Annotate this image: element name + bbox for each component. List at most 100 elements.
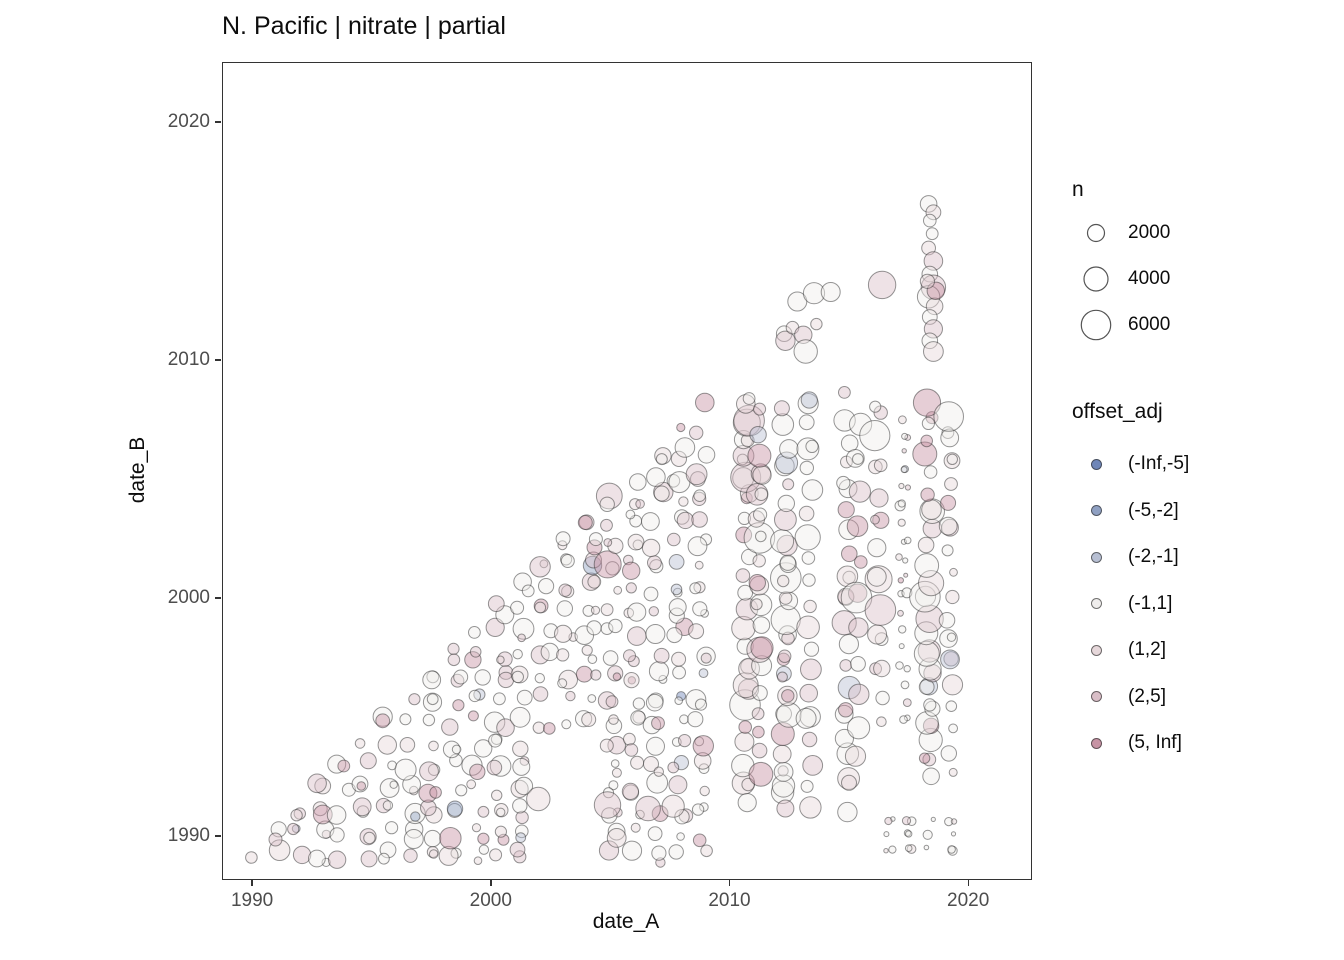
data-bubble xyxy=(678,734,692,748)
data-bubble xyxy=(635,499,645,509)
data-bubble xyxy=(922,829,933,840)
data-bubble xyxy=(730,461,762,493)
legend: n 2000 4000 6000 offset_adj (-Inf,-5] (-5,-… xyxy=(1072,178,1322,767)
x-tick-label: 2000 xyxy=(469,890,512,911)
data-bubble xyxy=(529,556,551,578)
data-bubble xyxy=(497,651,513,667)
data-bubble xyxy=(655,453,668,466)
data-bubble xyxy=(554,624,573,643)
data-bubble xyxy=(608,618,623,634)
data-bubble xyxy=(557,678,568,689)
data-bubble xyxy=(419,761,439,782)
color-legend-item: (5, Inf] xyxy=(1072,720,1322,767)
data-bubble xyxy=(516,689,533,706)
data-bubble xyxy=(848,617,869,638)
data-bubble xyxy=(426,693,439,706)
data-bubble xyxy=(943,651,959,667)
data-bubble xyxy=(496,718,515,738)
data-bubble xyxy=(743,522,776,554)
data-bubble xyxy=(693,581,706,594)
data-bubble xyxy=(897,609,904,617)
data-bubble xyxy=(697,446,716,464)
data-bubble xyxy=(776,671,788,683)
data-bubble xyxy=(752,725,765,739)
data-bubble xyxy=(420,799,437,817)
data-bubble xyxy=(848,480,872,503)
data-bubble xyxy=(473,688,486,701)
x-tick-label: 2010 xyxy=(708,890,751,911)
data-bubble xyxy=(899,715,908,724)
category-color-dot xyxy=(1090,551,1102,563)
data-bubble xyxy=(749,593,773,617)
data-bubble xyxy=(912,441,938,467)
data-bubble xyxy=(359,752,377,770)
data-bubble xyxy=(581,644,593,656)
data-bubble xyxy=(635,795,661,822)
data-bubble xyxy=(912,388,942,417)
data-bubble xyxy=(651,716,665,730)
data-bubble xyxy=(378,852,390,865)
data-bubble xyxy=(941,544,954,557)
data-bubble xyxy=(748,574,766,592)
data-bubble xyxy=(517,633,526,643)
data-bubble xyxy=(909,580,941,613)
data-bubble xyxy=(625,509,636,520)
data-bubble xyxy=(902,557,909,564)
data-bubble xyxy=(883,831,890,838)
data-bubble xyxy=(945,700,958,713)
data-bubble xyxy=(692,735,714,757)
data-bubble xyxy=(292,845,312,865)
data-bubble xyxy=(925,227,939,241)
data-bubble xyxy=(538,578,555,595)
data-bubble xyxy=(914,621,939,646)
data-bubble xyxy=(800,391,818,409)
data-bubble xyxy=(919,273,936,289)
data-bubble xyxy=(752,465,772,485)
data-bubble xyxy=(689,582,702,595)
data-bubble xyxy=(948,767,958,777)
data-bubble xyxy=(755,530,767,543)
data-bubble xyxy=(602,650,619,666)
data-bubble xyxy=(747,443,772,468)
data-bubble xyxy=(944,817,954,827)
size-legend-title: n xyxy=(1072,178,1084,201)
data-bubble xyxy=(805,439,819,453)
data-bubble xyxy=(605,561,620,576)
data-bubble xyxy=(854,555,868,569)
data-bubble xyxy=(771,413,795,436)
data-bubble xyxy=(453,669,469,685)
data-bubble xyxy=(797,393,819,415)
data-bubble xyxy=(623,649,636,663)
color-legend-item: (-2,-1] xyxy=(1072,534,1322,581)
data-bubble xyxy=(692,601,708,617)
data-bubble xyxy=(699,785,710,797)
data-bubble xyxy=(509,706,531,728)
data-bubble xyxy=(737,793,757,813)
size-legend-key-circle xyxy=(1072,261,1120,297)
data-bubble xyxy=(834,704,854,724)
data-bubble xyxy=(326,805,347,825)
data-bubble xyxy=(687,711,704,728)
data-bubble xyxy=(468,626,481,639)
data-bubble xyxy=(900,466,908,474)
data-bubble xyxy=(903,665,911,673)
data-bubble xyxy=(687,536,708,557)
color-legend-title: offset_adj xyxy=(1072,400,1163,423)
data-bubble xyxy=(947,845,956,854)
data-bubble xyxy=(770,604,801,636)
data-bubble xyxy=(674,509,690,525)
data-bubble xyxy=(587,654,598,665)
data-bubble xyxy=(776,534,798,556)
category-color-dot xyxy=(1090,505,1102,517)
y-axis-title: date_B xyxy=(126,436,149,504)
data-bubble xyxy=(749,426,767,444)
data-bubble xyxy=(777,765,789,777)
data-bubble xyxy=(489,848,503,862)
data-bubble xyxy=(356,781,367,791)
data-bubble xyxy=(940,428,960,448)
data-bubble xyxy=(539,559,549,569)
color-legend-rows: (-Inf,-5] (-5,-2] (-2,-1] (-1,1] (1,2] (2,5] (… xyxy=(1072,441,1322,767)
data-bubble xyxy=(491,789,503,801)
data-bubble xyxy=(446,800,464,817)
data-bubble xyxy=(754,487,769,502)
